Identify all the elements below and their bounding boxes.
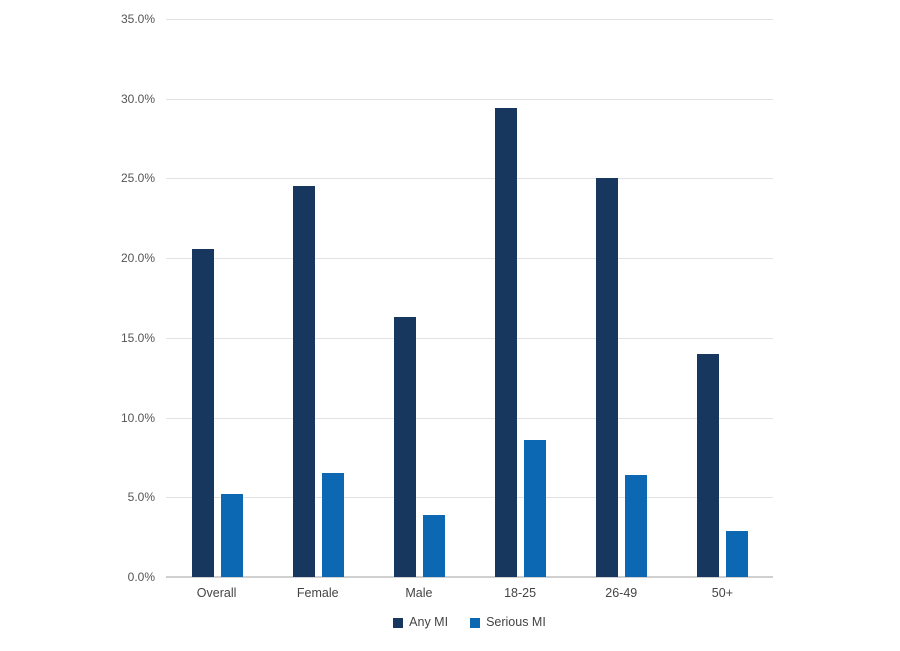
y-tick-label: 25.0%: [120, 171, 155, 186]
y-tick-label: 20.0%: [120, 251, 155, 266]
chart-legend: Any MI Serious MI: [166, 615, 773, 630]
gridline: [166, 178, 773, 180]
bar-any-mi-male: [393, 317, 416, 577]
x-tick-label: 18-25: [504, 586, 537, 600]
gridline: [166, 98, 773, 100]
gridline: [166, 337, 773, 339]
legend-swatch-icon: [470, 617, 481, 628]
legend-item-serious-mi: Serious MI: [470, 615, 546, 630]
bar-serious-mi-overall: [220, 494, 243, 577]
bar-serious-mi-50plus: [726, 530, 749, 577]
gridline: [166, 497, 773, 499]
y-tick-label: 0.0%: [127, 570, 155, 584]
bar-any-mi-overall: [191, 248, 214, 577]
bar-any-mi-26-49: [596, 178, 619, 577]
y-tick-label: 30.0%: [120, 91, 155, 106]
x-tick-label: Female: [296, 586, 339, 600]
y-tick-label: 35.0%: [120, 12, 155, 26]
y-tick-label: 15.0%: [120, 330, 155, 345]
x-tick-label: Overall: [196, 586, 237, 600]
bar-serious-mi-18-25: [524, 439, 547, 577]
gridline: [166, 19, 773, 20]
legend-item-any-mi: Any MI: [393, 615, 448, 630]
x-tick-label: Male: [405, 586, 433, 600]
bar-any-mi-50plus: [697, 353, 720, 577]
bar-serious-mi-female: [321, 473, 344, 577]
bar-serious-mi-male: [422, 514, 445, 577]
legend-label: Serious MI: [486, 615, 546, 629]
x-axis-line: [166, 576, 773, 578]
bar-any-mi-female: [292, 186, 315, 577]
gridline: [166, 258, 773, 260]
bar-serious-mi-26-49: [625, 474, 648, 577]
bar-any-mi-18-25: [495, 108, 518, 577]
legend-swatch-icon: [393, 617, 404, 628]
gridline: [166, 417, 773, 419]
legend-label: Any MI: [409, 615, 449, 629]
y-tick-label: 10.0%: [120, 410, 155, 425]
plot-area: [166, 19, 773, 578]
x-tick-label: 50+: [711, 586, 734, 600]
y-tick-label: 5.0%: [127, 490, 155, 505]
x-tick-label: 26-49: [605, 586, 638, 600]
